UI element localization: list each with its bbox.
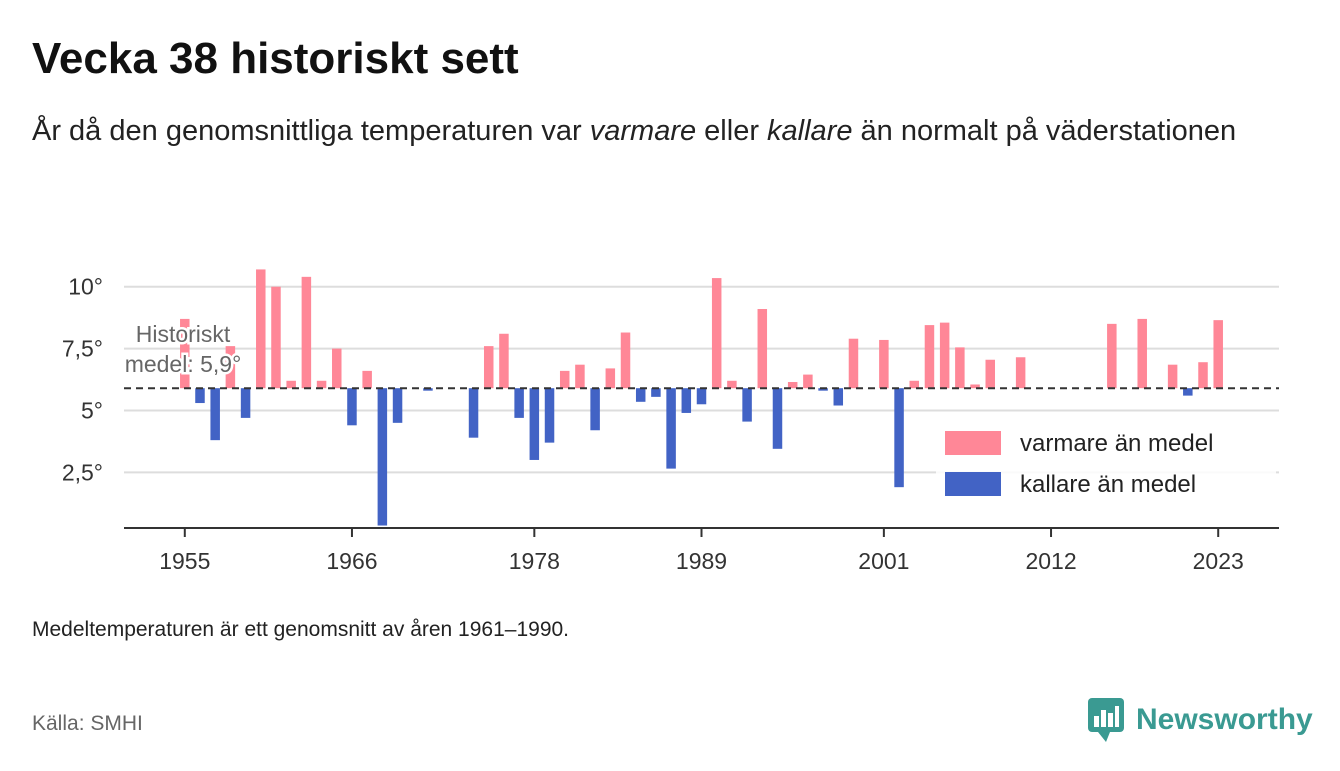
bar-warm [711, 278, 722, 389]
x-tick-label: 2012 [1025, 548, 1076, 574]
bar-cold [468, 388, 479, 438]
bar-warm [1167, 364, 1178, 389]
bar-warm [879, 339, 889, 389]
y-tick-label: 7,5° [62, 336, 103, 362]
bar-cold [240, 388, 251, 418]
bar-warm [575, 364, 585, 389]
legend: varmare än medel kallare än medel [936, 421, 1276, 506]
bar-cold [347, 388, 357, 426]
bar-layer [180, 269, 1223, 526]
reference-label: medel: 5,9° [125, 351, 242, 377]
bar-warm [1107, 323, 1117, 389]
x-tick-label: 1989 [676, 548, 727, 574]
x-tick-label: 1955 [159, 548, 210, 574]
bar-warm [955, 347, 965, 389]
bar-cold [635, 388, 646, 402]
legend-swatch-warm [945, 431, 1001, 455]
source-label: Källa: SMHI [32, 712, 143, 735]
bar-warm [256, 269, 266, 389]
bar-cold [529, 388, 540, 460]
footnote: Medeltemperaturen är ett genomsnitt av å… [32, 618, 570, 641]
bar-cold [392, 388, 403, 423]
bar-warm [605, 368, 616, 389]
legend-label-cold: kallare än medel [1020, 471, 1196, 498]
brand-logo[interactable]: Newsworthy [1088, 698, 1313, 742]
bar-warm [757, 309, 768, 389]
bar-warm [1015, 357, 1026, 389]
bar-warm [803, 374, 813, 389]
y-tick-label: 5° [81, 397, 103, 423]
subtitle-part-1: År då den genomsnittliga temperaturen va… [32, 115, 590, 147]
bar-warm [787, 382, 798, 389]
y-tick-label: 2,5° [62, 459, 103, 485]
chart-subtitle: År då den genomsnittliga temperaturen va… [32, 108, 1272, 154]
bar-cold [423, 388, 433, 391]
subtitle-warm-word: varmare [589, 115, 697, 147]
temperature-bar-chart: 10° 7,5° 5° 2,5° 1955 1966 1978 1989 2001 2012 202… [62, 269, 1279, 574]
bar-cold [833, 388, 844, 406]
bar-warm [620, 332, 631, 389]
subtitle-part-3: än normalt på väderstationen [852, 115, 1237, 147]
bar-warm [1213, 320, 1223, 389]
bar-cold [590, 388, 600, 431]
axis-layer: 10° 7,5° 5° 2,5° 1955 1966 1978 1989 2001 2012 202… [62, 274, 1279, 574]
bar-warm [180, 318, 190, 389]
bar-warm [499, 333, 509, 389]
bar-cold [377, 388, 388, 526]
bar-cold [772, 388, 783, 449]
bar-warm [848, 338, 859, 389]
bar-cold [514, 388, 524, 418]
y-tick-label: 10° [68, 274, 103, 300]
bar-cold [195, 388, 205, 404]
subtitle-cold-word: kallare [767, 115, 853, 147]
x-tick-label: 1966 [326, 548, 377, 574]
bar-cold [1183, 388, 1193, 396]
bar-cold [696, 388, 707, 405]
reference-label: Historiskt [136, 321, 231, 347]
bar-warm [1137, 318, 1147, 389]
bar-warm [301, 276, 312, 389]
bar-cold [681, 388, 692, 413]
bar-warm [727, 380, 737, 389]
bar-cold [666, 388, 676, 469]
newsworthy-logo-icon [1088, 698, 1124, 742]
subtitle-part-2: eller [696, 115, 768, 147]
bar-warm [970, 384, 980, 389]
bar-cold [742, 388, 752, 422]
bar-cold [894, 388, 904, 488]
bar-warm [362, 370, 372, 389]
bar-cold [544, 388, 555, 443]
bar-warm [286, 380, 296, 389]
bar-warm [225, 346, 236, 389]
chart-title: Vecka 38 historiskt sett [32, 34, 519, 83]
bar-warm [483, 346, 494, 389]
bar-cold [210, 388, 220, 441]
x-tick-label: 1978 [509, 548, 560, 574]
bar-warm [924, 325, 935, 389]
bar-warm [271, 286, 281, 389]
bar-warm [939, 322, 950, 389]
bar-warm [332, 348, 342, 389]
bar-cold [818, 388, 828, 391]
x-tick-label: 2023 [1193, 548, 1244, 574]
bar-warm [1198, 362, 1208, 389]
x-tick-label: 2001 [858, 548, 909, 574]
brand-name: Newsworthy [1136, 703, 1313, 736]
bar-warm [909, 380, 920, 389]
bar-warm [559, 370, 570, 389]
bar-cold [651, 388, 661, 397]
bar-warm [316, 380, 327, 389]
legend-label-warm: varmare än medel [1020, 430, 1213, 457]
bar-warm [985, 359, 995, 389]
legend-swatch-cold [945, 472, 1001, 496]
reference-layer: Historiskt medel: 5,9° [122, 319, 1279, 390]
